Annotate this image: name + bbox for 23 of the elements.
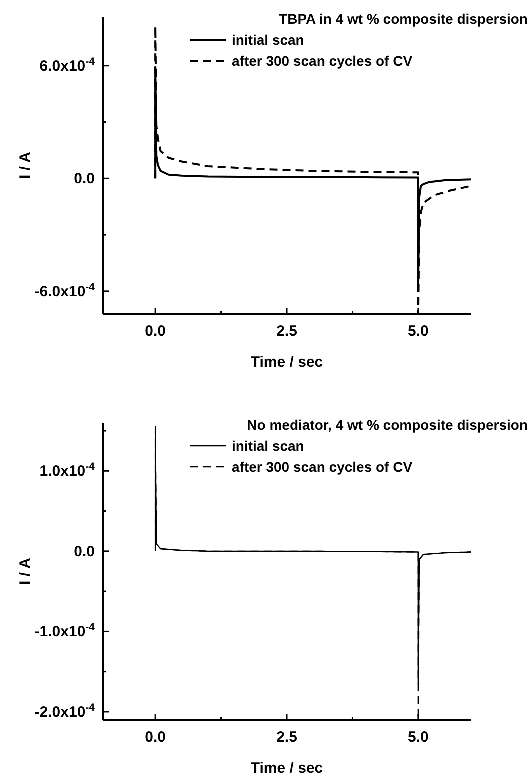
- legend-label: initial scan: [232, 438, 304, 454]
- legend-label: after 300 scan cycles of CV: [232, 53, 414, 69]
- legend-title: TBPA in 4 wt % composite dispersion: [279, 11, 528, 27]
- x-tick-label: 0.0: [145, 323, 166, 340]
- y-tick-label: -1.0x10$^{-4}$: [34, 622, 96, 641]
- y-tick-label: 1.0x10$^{-4}$: [40, 461, 96, 480]
- x-axis-title: Time / sec: [250, 760, 324, 777]
- y-axis-title: I / A: [17, 558, 34, 585]
- y-tick-label: 6.0x10$^{-4}$: [40, 56, 96, 75]
- y-tick-label: -2.0x10$^{-4}$: [34, 702, 96, 721]
- x-tick-label: 2.5: [276, 729, 298, 746]
- y-axis-title: I / A: [17, 152, 34, 179]
- x-tick-label: 2.5: [276, 323, 298, 340]
- legend-title: No mediator, 4 wt % composite dispersion: [247, 417, 528, 433]
- y-tick-label: 0.0: [74, 170, 95, 188]
- legend-label: after 300 scan cycles of CV: [232, 459, 414, 475]
- x-tick-label: 5.0: [408, 729, 429, 746]
- x-axis-title: Time / sec: [250, 354, 324, 371]
- x-tick-label: 5.0: [408, 323, 429, 340]
- x-tick-label: 0.0: [145, 729, 166, 746]
- y-tick-label: -6.0x10$^{-4}$: [34, 281, 96, 300]
- legend-label: initial scan: [232, 32, 304, 48]
- y-tick-label: 0.0: [74, 543, 95, 560]
